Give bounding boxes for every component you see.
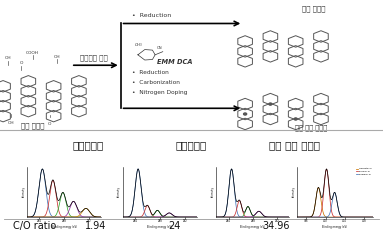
Circle shape [294, 118, 297, 120]
Circle shape [269, 103, 272, 105]
Text: 질소 도핑 그래핀: 질소 도핑 그래핀 [295, 124, 327, 131]
Text: CN: CN [157, 46, 163, 50]
Text: 34.96: 34.96 [262, 222, 290, 232]
Text: 24: 24 [168, 222, 180, 232]
Text: 산화 그래핀: 산화 그래핀 [21, 123, 44, 130]
Text: C/O ratio: C/O ratio [13, 222, 56, 232]
Text: 1.94: 1.94 [85, 222, 106, 232]
Text: COOH: COOH [26, 51, 39, 55]
Text: OH: OH [8, 121, 15, 125]
Text: OH: OH [54, 55, 61, 59]
Text: 산화그래핀: 산화그래핀 [72, 141, 104, 151]
Text: •  Nitrogen Doping: • Nitrogen Doping [132, 90, 188, 95]
Text: •  Reduction: • Reduction [132, 70, 169, 75]
Text: 환원그래핀: 환원그래핀 [176, 141, 207, 151]
Text: 환원 그래핀: 환원 그래핀 [302, 5, 326, 12]
Text: O: O [48, 122, 51, 126]
Text: 질소 도핑 그래핀: 질소 도핑 그래핀 [269, 141, 321, 151]
Text: 플래시광 조사: 플래시광 조사 [80, 55, 108, 61]
Text: O: O [20, 61, 23, 65]
Text: OH: OH [5, 56, 12, 60]
Circle shape [244, 113, 247, 115]
Text: •  Reduction: • Reduction [132, 13, 171, 18]
Text: EMM DCA: EMM DCA [157, 59, 193, 65]
Text: •  Carbonization: • Carbonization [132, 80, 180, 85]
Text: $CH_3$: $CH_3$ [134, 41, 143, 49]
